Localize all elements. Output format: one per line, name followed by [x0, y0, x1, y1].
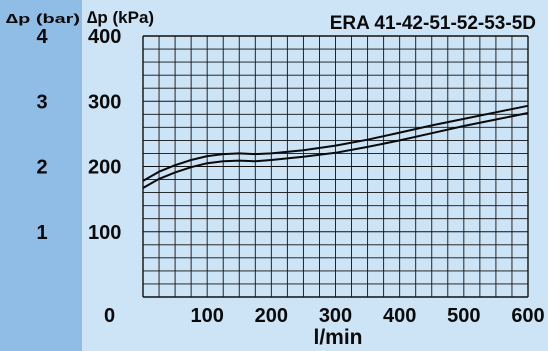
y-tick-label: 400 — [88, 26, 121, 48]
x-axis-label: l/min — [313, 326, 362, 349]
y-tick-label: 200 — [88, 157, 121, 179]
y-tick-label: 100 — [88, 222, 121, 244]
series-layer — [142, 104, 529, 189]
x-tick-label: 400 — [383, 305, 416, 327]
y2-tick-label: 2 — [36, 157, 47, 179]
series-line-1 — [142, 104, 529, 182]
y-axis-label-kpa: ∆p (kPa) — [87, 8, 154, 27]
y-axis-label-bar: ∆p (bar) — [6, 11, 80, 26]
x-tick-label: 100 — [190, 305, 223, 327]
x-tick-label: 300 — [319, 305, 352, 327]
y2-tick-label: 1 — [36, 222, 47, 244]
x-tick-label: 0 — [104, 305, 115, 327]
labels: ERA 41-42-51-52-53-5D ∆p (kPa) ∆p (bar) … — [6, 8, 545, 349]
x-tick-label: 600 — [511, 305, 544, 327]
series-line-2 — [142, 112, 529, 189]
y2-tick-label: 3 — [36, 91, 47, 113]
x-tick-label: 200 — [255, 305, 288, 327]
y2-tick-label: 4 — [36, 26, 48, 48]
chart-title: ERA 41-42-51-52-53-5D — [330, 13, 536, 34]
y-tick-label: 300 — [88, 91, 121, 113]
grid — [142, 35, 529, 298]
bar-scale-band — [0, 0, 82, 351]
x-tick-label: 500 — [447, 305, 480, 327]
